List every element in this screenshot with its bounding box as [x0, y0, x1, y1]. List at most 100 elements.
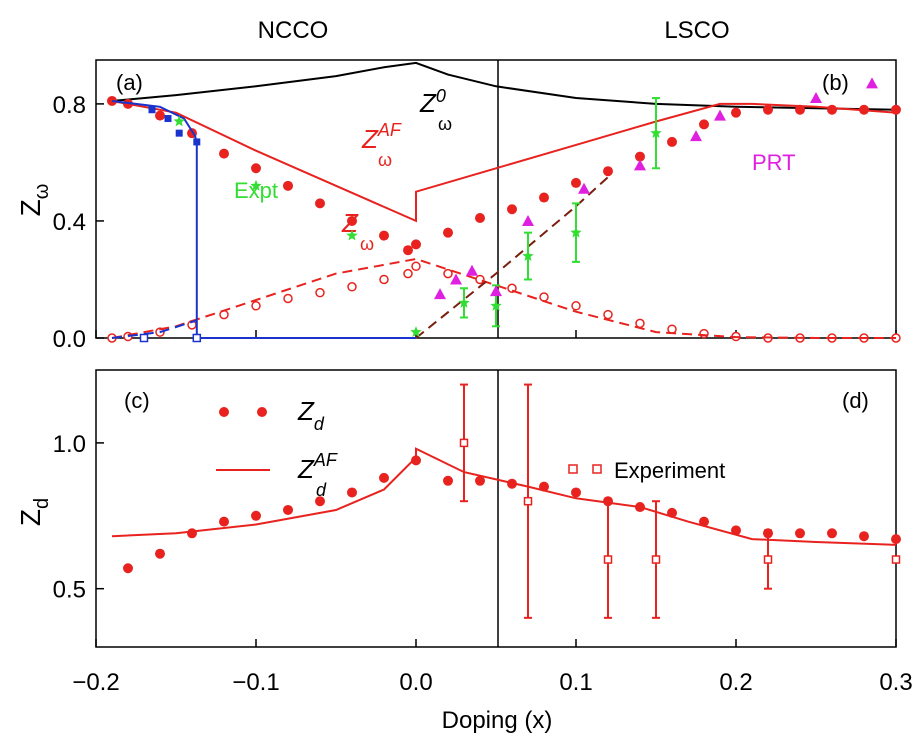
series-z-omega-point — [571, 177, 581, 188]
legend-zdaf-main: Z — [297, 454, 315, 484]
series-z-omega-point — [315, 198, 325, 209]
annotation-z0-subscript: ω — [438, 114, 452, 134]
series-z-omega-point — [475, 213, 485, 224]
series-blue-squares-point — [193, 138, 201, 146]
series-zd-point — [571, 487, 581, 498]
x-axis-label: Doping (x) — [442, 707, 553, 734]
top-ticks: 0.0 0.4 0.8 — [53, 92, 104, 353]
series-expt-point — [570, 226, 582, 238]
legend-experiment-label: Experiment — [614, 458, 725, 483]
series-prt-point — [490, 285, 502, 297]
series-blue-squares-point — [175, 129, 183, 137]
series-expt-point — [410, 326, 422, 337]
y-tick-label: 0.8 — [53, 92, 86, 119]
series-prt-point — [690, 130, 702, 142]
series-z-omega-point — [379, 230, 389, 241]
series-zd-point — [251, 510, 261, 521]
series-z-omega-open-point — [475, 274, 485, 285]
x-tick-label: −0.2 — [72, 669, 119, 696]
series-zd-point — [891, 534, 901, 545]
annotation-zw-subscript: ω — [360, 234, 374, 254]
legend-experiment-marker-2 — [592, 464, 602, 474]
legend-experiment-marker-1 — [568, 464, 578, 474]
series-blue-open-square-point — [192, 333, 202, 343]
series-z-omega-point — [603, 166, 613, 177]
panel-label-b: (b) — [822, 70, 849, 95]
series-zaf-omega-line — [111, 100, 897, 223]
bottom-legend: Zd ZAF d Experiment — [216, 396, 725, 500]
series-z-omega-open-point — [699, 328, 709, 339]
series-dashed-red-line — [111, 257, 896, 339]
series-prt-point — [578, 182, 590, 194]
series-zd-point — [283, 504, 293, 515]
series-z-omega-point — [699, 119, 709, 130]
series-z0-omega-line — [111, 61, 897, 111]
series-experiment-point — [523, 496, 533, 506]
annotation-z0-sup: 0 — [436, 86, 446, 106]
series-prt-point — [714, 109, 726, 121]
series-zd-point — [731, 525, 741, 536]
panel-label-d: (d) — [842, 388, 869, 413]
y-tick-label: 1.0 — [53, 431, 86, 458]
bottom-ylabel-main: Z — [15, 509, 46, 526]
series-zd-point — [187, 528, 197, 539]
legend-zd-label: Zd — [297, 396, 325, 434]
column-title-lsco: LSCO — [664, 17, 729, 44]
annotation-z0: Z0 — [419, 86, 446, 118]
series-z-omega-point — [107, 95, 117, 106]
series-zd-point — [827, 528, 837, 539]
series-zd-point — [443, 475, 453, 486]
series-zd-point — [475, 475, 485, 486]
series-z-omega-open-point — [379, 274, 389, 285]
series-z-omega-point — [219, 148, 229, 159]
series-zd-point — [347, 487, 357, 498]
series-z-omega-point — [827, 104, 837, 115]
series-experiment-point — [651, 555, 661, 564]
annotation-zaf: ZAF — [361, 120, 402, 154]
bottom-y-axis-label: Zd — [15, 498, 53, 526]
series-zd-point — [219, 516, 229, 527]
x-tick-label: 0.0 — [399, 669, 432, 696]
bottom-panel-frame — [95, 369, 897, 648]
series-z-omega-point — [731, 107, 741, 118]
svg-text:Zd: Zd — [15, 498, 53, 526]
x-tick-label: 0.1 — [559, 669, 592, 696]
series-z-omega-point — [539, 192, 549, 203]
series-z-omega-point — [763, 104, 773, 115]
series-z-omega-open-point — [347, 282, 357, 292]
series-z-omega-point — [507, 204, 517, 215]
y-tick-label: 0.4 — [53, 209, 86, 236]
series-z-omega-point — [251, 163, 261, 174]
series-blue-open-square-point — [139, 333, 149, 343]
series-zd-point — [315, 496, 325, 507]
series-z-omega-point — [411, 239, 421, 250]
series-z-omega-point — [155, 110, 165, 121]
legend-zdaf-sup: AF — [313, 450, 338, 470]
legend-zd-sub: d — [314, 414, 325, 434]
top-y-axis-label: Zω — [15, 184, 53, 217]
series-experiment-point — [459, 438, 469, 448]
series-prt-point — [522, 214, 534, 226]
series-z-omega-open-point — [315, 287, 325, 298]
series-expt-point — [522, 250, 534, 261]
series-z-omega-open-point — [403, 268, 413, 279]
top-ylabel-main: Z — [15, 199, 46, 216]
series-prt-point — [434, 288, 446, 300]
bottom-ylabel-sub: d — [31, 498, 53, 509]
annotation-zaf-main: Z — [361, 124, 379, 154]
series-zd-point — [411, 455, 421, 466]
series-prt-point — [634, 159, 646, 171]
series-prt-point — [466, 264, 478, 276]
series-experiment-point — [891, 555, 901, 564]
series-prt-point — [450, 273, 462, 285]
series-z-omega-open-point — [571, 301, 581, 311]
y-tick-label: 0.0 — [53, 326, 86, 353]
top-panel-frame — [95, 59, 897, 339]
series-z-omega-point — [891, 104, 901, 115]
series-experiment-point — [763, 555, 773, 564]
series-expt-point — [458, 296, 470, 308]
panel-label-c: (c) — [124, 388, 150, 413]
series-zdaf-line — [111, 447, 897, 546]
bottom-marks — [111, 383, 901, 619]
